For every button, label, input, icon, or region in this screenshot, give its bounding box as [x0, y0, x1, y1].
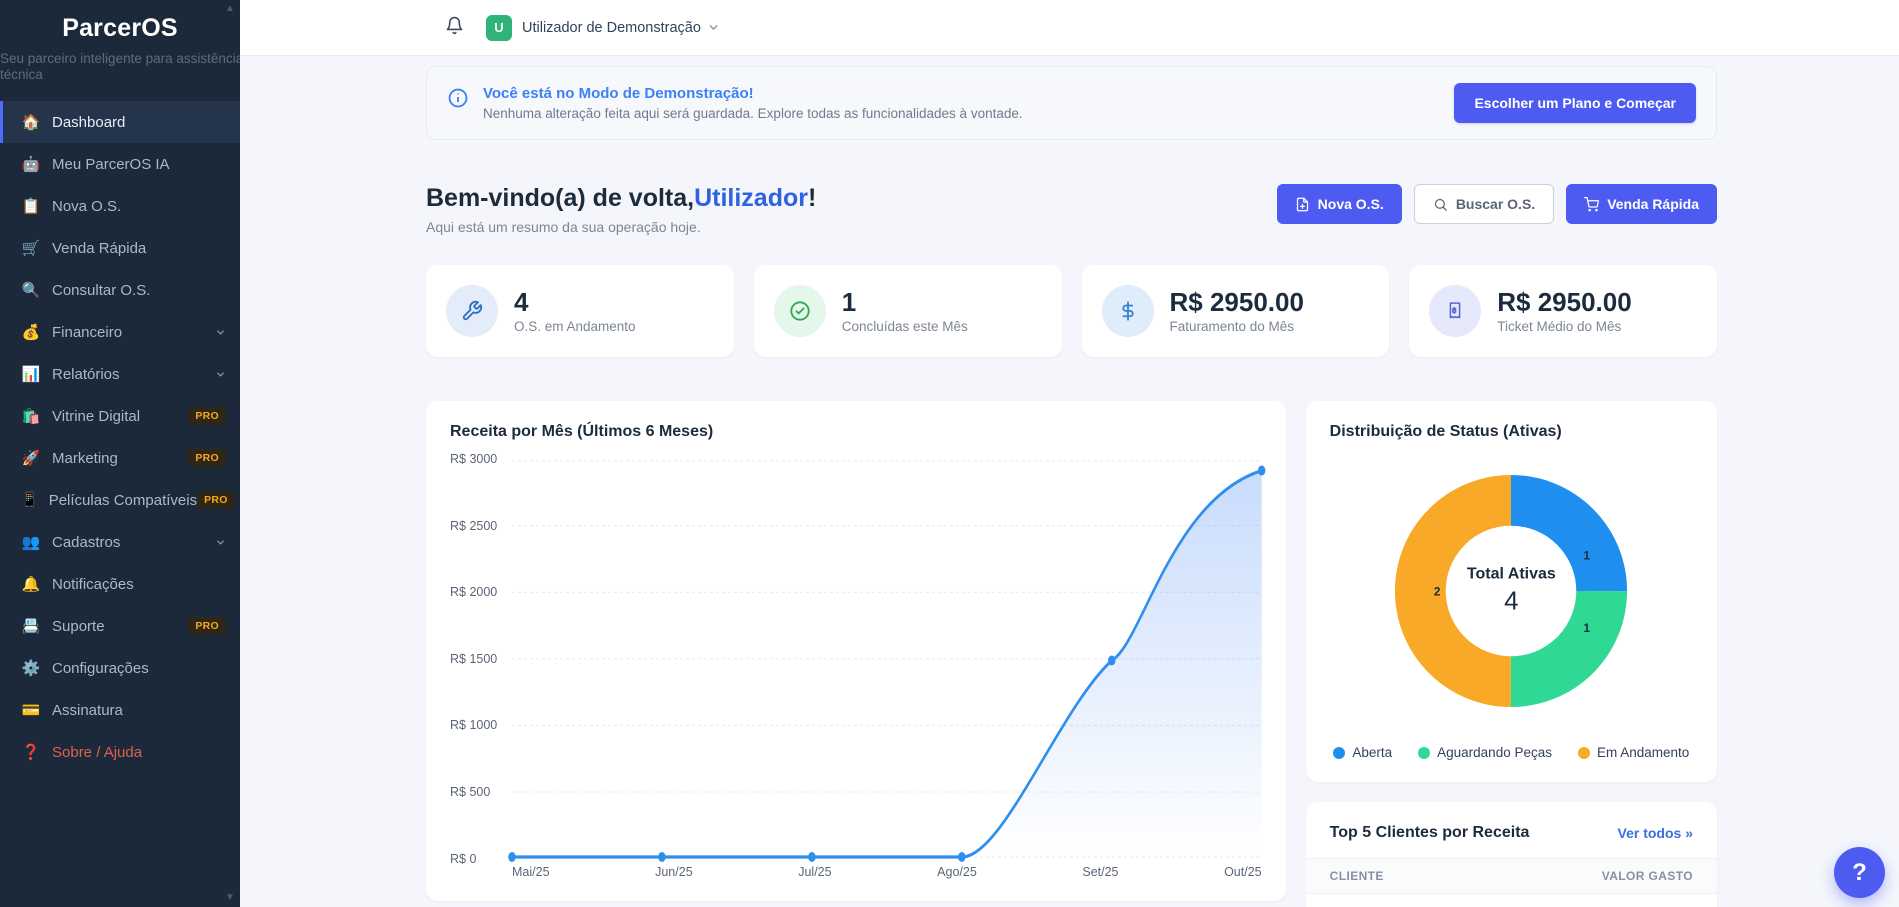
svg-text:1: 1: [1584, 622, 1591, 635]
svg-text:1: 1: [1584, 549, 1591, 562]
svg-text:2: 2: [1434, 586, 1441, 599]
